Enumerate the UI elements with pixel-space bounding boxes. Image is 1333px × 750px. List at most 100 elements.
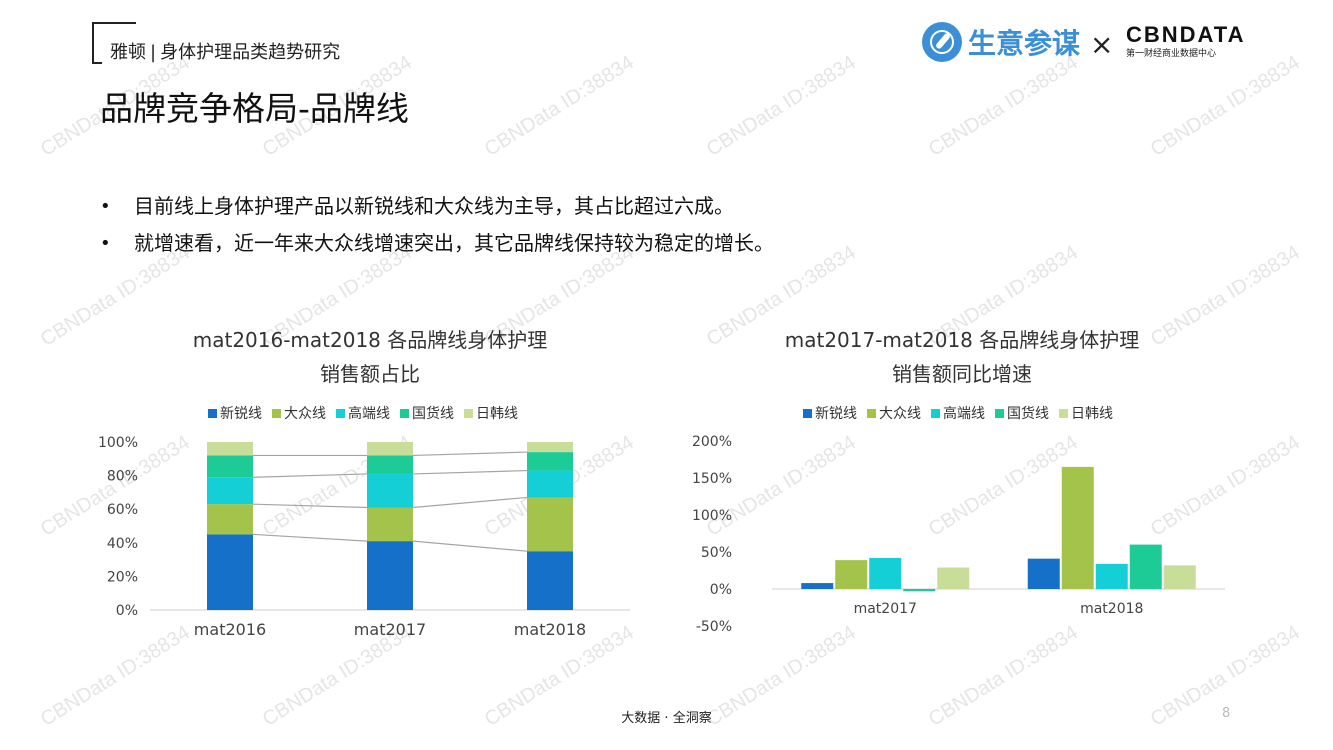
- series-connector-line: [252, 473, 368, 478]
- watermark-text: CBNData ID:38834: [702, 51, 860, 161]
- chart2-plot: -50% 0% 50% 100% 150% 200% mat2017 mat2018: [692, 434, 1225, 635]
- legend-label: 日韩线: [476, 406, 518, 422]
- legend-label: 日韩线: [1071, 406, 1113, 422]
- bar: [869, 557, 902, 589]
- series-connector-line: [412, 540, 528, 552]
- partner-logo-text: 生意参谋: [968, 27, 1081, 60]
- legend-swatch: [1059, 408, 1068, 418]
- legend-swatch: [803, 408, 812, 418]
- y-tick-label: 0%: [116, 603, 138, 619]
- series-connector-line: [252, 503, 368, 509]
- bullet-item: • 目前线上身体护理产品以新锐线和大众线为主导，其占比超过六成。: [100, 188, 1100, 225]
- report-name: 身体护理品类趋势研究: [160, 42, 341, 63]
- bullet-text: 就增速看，近一年来大众线增速突出，其它品牌线保持较为稳定的增长。: [134, 231, 774, 255]
- chart2-title-line1: mat2017-mat2018 各品牌线身体护理: [784, 328, 1140, 352]
- series-connector-line: [252, 533, 368, 542]
- bar-segment: [527, 551, 573, 610]
- x-tick-label: mat2017: [354, 620, 426, 639]
- bar-segment: [527, 442, 573, 453]
- legend-item: 国货线: [995, 403, 1049, 423]
- x-tick-label: mat2018: [1080, 601, 1143, 617]
- times-icon: ×: [1090, 28, 1114, 61]
- legend-item: 日韩线: [1059, 403, 1113, 423]
- bar-segment: [367, 507, 413, 542]
- bullet-list: • 目前线上身体护理产品以新锐线和大众线为主导，其占比超过六成。 • 就增速看，…: [100, 188, 1100, 262]
- legend-label: 高端线: [348, 406, 390, 422]
- y-tick-label: 80%: [107, 469, 138, 485]
- y-tick-label: 60%: [107, 502, 138, 518]
- bar-segment: [367, 455, 413, 474]
- watermark-text: CBNData ID:38834: [924, 51, 1082, 161]
- chart2-title-line2: 销售额同比增速: [892, 362, 1032, 386]
- footer-slogan: 大数据 · 全洞察: [621, 711, 712, 726]
- header-separator: |: [150, 42, 157, 63]
- legend-swatch: [867, 408, 876, 418]
- legend-item: 高端线: [931, 403, 985, 423]
- bar: [1061, 466, 1094, 589]
- y-tick-label: 100%: [98, 435, 138, 451]
- y-tick-label: 0%: [710, 582, 732, 598]
- bar-segment: [527, 470, 573, 498]
- legend-swatch: [208, 408, 217, 418]
- legend-item: 新锐线: [803, 403, 857, 423]
- compass-icon: [922, 22, 962, 62]
- series-connector-line: [412, 496, 528, 509]
- bar: [835, 560, 868, 589]
- header-bracket: [92, 22, 136, 64]
- series-connector-line: [412, 469, 528, 475]
- legend-label: 新锐线: [815, 406, 857, 422]
- bar: [1095, 563, 1128, 589]
- x-tick-label: mat2017: [854, 601, 917, 617]
- bar-segment: [527, 452, 573, 471]
- legend-item: 大众线: [867, 403, 921, 423]
- legend-label: 大众线: [879, 406, 921, 422]
- bullet-marker: •: [100, 196, 111, 217]
- bar-segment: [367, 473, 413, 508]
- page-number: 8: [1222, 706, 1231, 721]
- legend-swatch: [400, 408, 409, 418]
- x-tick-label: mat2016: [194, 620, 266, 639]
- bullet-text: 目前线上身体护理产品以新锐线和大众线为主导，其占比超过六成。: [134, 194, 734, 218]
- y-tick-label: 100%: [692, 508, 732, 524]
- y-tick-label: -50%: [696, 619, 732, 635]
- y-tick-label: 20%: [107, 569, 138, 585]
- bar-segment: [207, 504, 253, 535]
- series-connector-line: [412, 451, 528, 457]
- report-header: 雅顿 | 身体护理品类趋势研究: [110, 38, 340, 64]
- bar-segment: [207, 442, 253, 456]
- bar: [937, 567, 970, 589]
- partner-logo: 生意参谋: [922, 22, 1080, 62]
- bar-segment: [207, 477, 253, 505]
- watermark-text: CBNData ID:38834: [480, 51, 638, 161]
- bar-segment: [207, 455, 253, 478]
- bullet-marker: •: [100, 233, 111, 254]
- chart1-plot: 0% 20% 40% 60% 80% 100% mat2016 mat2017 mat2018: [98, 435, 630, 639]
- bar-segment: [367, 541, 413, 610]
- cbndata-logo-text: CBNDATA: [1126, 22, 1246, 47]
- chart1-legend: 新锐线 大众线 高端线 国货线 日韩线: [208, 403, 528, 423]
- legend-swatch: [931, 408, 940, 418]
- bar-segment: [207, 534, 253, 610]
- bar: [903, 589, 936, 592]
- bar-segment: [527, 497, 573, 552]
- chart1-title-line2: 销售额占比: [320, 362, 420, 386]
- legend-swatch: [995, 408, 1004, 418]
- legend-label: 国货线: [412, 406, 454, 422]
- legend-swatch: [272, 408, 281, 418]
- bar: [1027, 558, 1060, 589]
- legend-label: 大众线: [284, 406, 326, 422]
- watermark-text: CBNData ID:38834: [1146, 51, 1304, 161]
- y-tick-label: 150%: [692, 471, 732, 487]
- bar-segment: [367, 442, 413, 456]
- chart1-title: mat2016-mat2018 各品牌线身体护理 销售额占比: [150, 323, 590, 391]
- legend-label: 国货线: [1007, 406, 1049, 422]
- legend-item: 大众线: [272, 403, 326, 423]
- cbndata-logo-subtitle: 第一财经商业数据中心: [1126, 49, 1217, 59]
- legend-item: 新锐线: [208, 403, 262, 423]
- bullet-item: • 就增速看，近一年来大众线增速突出，其它品牌线保持较为稳定的增长。: [100, 225, 1100, 262]
- legend-label: 新锐线: [220, 406, 262, 422]
- legend-item: 日韩线: [464, 403, 518, 423]
- y-tick-label: 40%: [107, 536, 138, 552]
- bar: [801, 583, 834, 589]
- chart1-title-line1: mat2016-mat2018 各品牌线身体护理: [192, 328, 548, 352]
